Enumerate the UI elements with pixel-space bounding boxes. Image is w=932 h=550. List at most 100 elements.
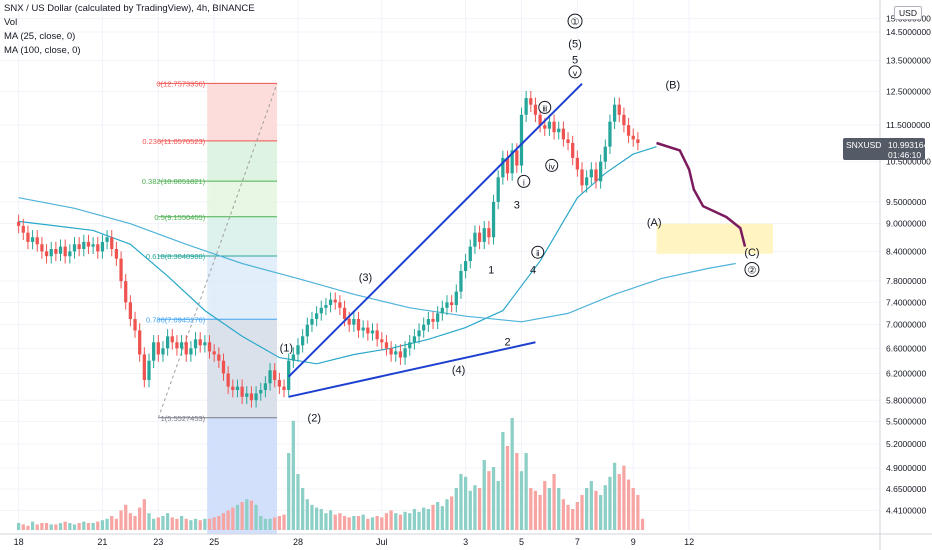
candle-body bbox=[594, 169, 598, 182]
volume-bar bbox=[636, 495, 640, 530]
volume-legend: Vol bbox=[4, 17, 18, 28]
volume-bar bbox=[100, 520, 105, 530]
candle-body bbox=[626, 125, 631, 136]
wave-label: 4 bbox=[530, 265, 536, 277]
wave-label: 3 bbox=[514, 199, 520, 211]
candle-body bbox=[301, 336, 305, 346]
volume-bar bbox=[356, 516, 361, 530]
candle-body bbox=[617, 104, 621, 115]
candle-body bbox=[491, 201, 496, 238]
ma100-line bbox=[18, 197, 736, 323]
candle-body bbox=[21, 225, 25, 233]
candle-body bbox=[207, 342, 212, 352]
y-tick-label: 5.5000000 bbox=[886, 417, 926, 427]
volume-bar bbox=[124, 504, 128, 530]
volume-bar bbox=[40, 523, 44, 530]
volume-bar bbox=[603, 485, 607, 530]
candle-body bbox=[245, 393, 249, 397]
volume-bar bbox=[72, 524, 77, 530]
candle-body bbox=[566, 139, 570, 143]
x-tick-label: 7 bbox=[575, 537, 580, 547]
candle-body bbox=[110, 237, 114, 250]
volume-bar bbox=[608, 476, 612, 530]
volume-bar bbox=[366, 518, 370, 530]
volume-bar bbox=[324, 513, 328, 530]
volume-bar bbox=[170, 517, 174, 530]
fib-band bbox=[207, 255, 278, 320]
volume-bar bbox=[626, 479, 631, 530]
volume-bar bbox=[361, 514, 365, 530]
candle-body bbox=[221, 360, 226, 374]
projection-path bbox=[656, 141, 747, 247]
candle-body bbox=[571, 142, 575, 158]
wave-labels: (1) (2) (3) (4) (5) 5 1 2 3 4 (A) (B) (C) ① ② ⅰ ⅱ ⅲ ⅳ ⅴ bbox=[280, 13, 760, 425]
volume-bar bbox=[63, 521, 67, 530]
wave-circle bbox=[568, 65, 582, 79]
volume-bar bbox=[82, 521, 86, 530]
volume-bar bbox=[301, 488, 305, 530]
fib-band bbox=[207, 140, 278, 182]
volume-bar bbox=[631, 488, 635, 530]
volume-bar bbox=[156, 517, 160, 530]
volume-bar bbox=[566, 504, 570, 530]
volume-bar bbox=[524, 453, 528, 530]
currency-badge[interactable]: USD bbox=[894, 6, 922, 20]
candle-body bbox=[631, 135, 635, 140]
volume-bar bbox=[617, 474, 621, 530]
candle-body bbox=[403, 348, 407, 358]
volume-bar bbox=[49, 524, 53, 530]
candle-body bbox=[217, 354, 221, 361]
candle-body bbox=[608, 121, 612, 147]
volume-bar bbox=[384, 513, 389, 530]
candle-body bbox=[124, 281, 128, 303]
volume-bar bbox=[277, 516, 281, 530]
ma100-legend: MA (100, close, 0) bbox=[4, 45, 81, 56]
wave-label: ⅲ bbox=[542, 104, 547, 113]
wave-label: 5 bbox=[572, 55, 578, 67]
volume-bar bbox=[640, 518, 645, 530]
candle-body bbox=[422, 324, 426, 331]
candle-body bbox=[310, 318, 314, 325]
candle-body bbox=[477, 232, 482, 242]
wave-label: 2 bbox=[504, 336, 510, 348]
volume-bar bbox=[482, 460, 486, 530]
candle-body bbox=[226, 373, 230, 387]
candle-body bbox=[193, 339, 198, 349]
trend-lines[interactable] bbox=[287, 82, 747, 398]
volume-bar bbox=[328, 510, 333, 530]
fib-band bbox=[207, 83, 278, 141]
volume-bar bbox=[589, 481, 593, 530]
candle-body bbox=[612, 104, 617, 122]
candle-body bbox=[184, 342, 188, 355]
wave-label: (A) bbox=[647, 217, 662, 229]
volume-bars bbox=[16, 418, 645, 530]
candle-body bbox=[636, 139, 640, 143]
volume-bar bbox=[193, 518, 198, 530]
volume-bar bbox=[519, 471, 524, 530]
wave-circle bbox=[545, 158, 559, 172]
volume-bar bbox=[184, 518, 188, 530]
y-tick-label: 7.8000000 bbox=[886, 276, 926, 286]
volume-bar bbox=[273, 517, 277, 530]
y-tick-label: 11.5000000 bbox=[886, 120, 931, 130]
candle-body bbox=[557, 128, 561, 133]
volume-bar bbox=[505, 446, 510, 530]
x-tick-label: 23 bbox=[153, 537, 163, 547]
candle-body bbox=[552, 121, 556, 133]
volume-bar bbox=[463, 476, 468, 530]
volume-bar bbox=[259, 516, 263, 530]
candle-body bbox=[426, 318, 430, 325]
volume-bar bbox=[179, 516, 184, 530]
candle-body bbox=[538, 114, 542, 126]
y-tick-label: 7.0000000 bbox=[886, 320, 926, 330]
volume-bar bbox=[114, 518, 119, 530]
volume-bar bbox=[249, 500, 254, 530]
volume-bar bbox=[375, 516, 379, 530]
fibonacci-retracement[interactable]: 0(12.7573356) 0.236(11.0570523) 0.382(10.0… bbox=[142, 79, 278, 534]
volume-bar bbox=[408, 513, 412, 530]
candle-body bbox=[179, 342, 184, 349]
candle-body bbox=[603, 146, 607, 162]
target-zone-box bbox=[656, 223, 773, 254]
y-tick-label: 5.2000000 bbox=[886, 439, 926, 449]
